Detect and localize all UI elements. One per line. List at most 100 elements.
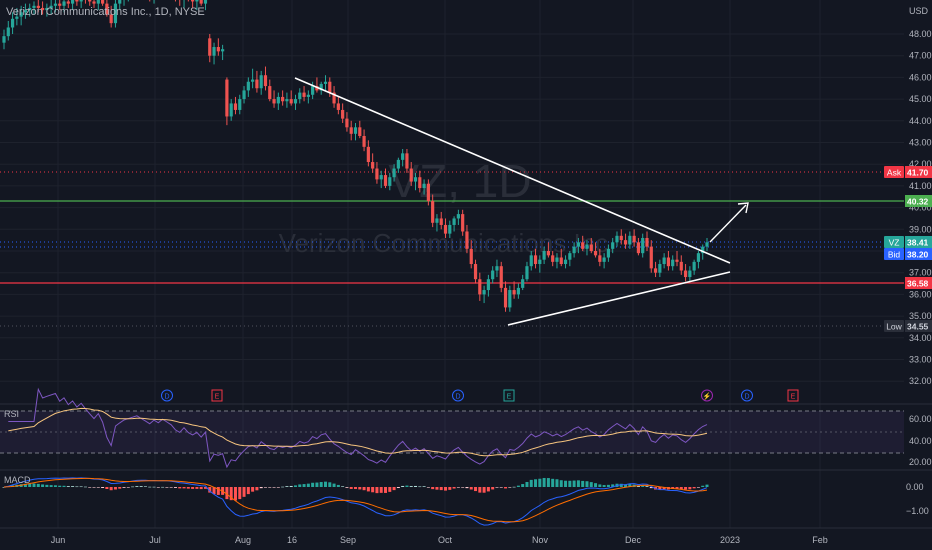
price-tag-value: 38.20 <box>907 250 929 260</box>
rsi-tick-label: 60.00 <box>909 414 932 424</box>
macd-histogram-bar <box>276 487 280 488</box>
macd-histogram-bar <box>58 485 62 487</box>
candle-body <box>392 168 396 178</box>
candle-body <box>255 79 259 89</box>
macd-histogram-bar <box>388 487 392 492</box>
candle-body <box>546 251 550 256</box>
macd-histogram-bar <box>512 486 516 488</box>
candle-body <box>602 257 606 262</box>
macd-histogram-bar <box>289 485 293 487</box>
candle-body <box>525 266 529 280</box>
candle-body <box>598 255 602 262</box>
macd-histogram-bar <box>375 487 379 494</box>
candle-body <box>96 0 100 4</box>
candle-body <box>371 162 375 169</box>
candle-body <box>585 244 589 249</box>
price-axis[interactable]: 48.00 47.00 46.00 45.00 44.00 43.00 42.00 41.00… <box>909 29 932 386</box>
time-axis[interactable]: Jun Jul Aug 16 Sep Oct Nov Dec 2023 Feb <box>51 535 828 545</box>
candle-body <box>491 270 495 280</box>
macd-histogram-bar <box>336 484 340 487</box>
price-tick-label: 39.00 <box>909 224 932 234</box>
projection-arrow[interactable] <box>709 204 747 243</box>
macd-histogram-bar <box>32 483 36 487</box>
candle-body <box>341 109 345 119</box>
candle-body <box>623 240 628 245</box>
currency-label: USD <box>909 6 929 16</box>
macd-histogram-bar <box>199 487 203 490</box>
candle-body <box>32 5 36 8</box>
macd-histogram-bar <box>688 487 692 490</box>
event-markers[interactable]: D E D E ⚡ D E <box>161 389 799 402</box>
candle-body <box>696 253 701 262</box>
candle-body <box>465 231 469 249</box>
candle-body <box>615 235 619 243</box>
macd-histogram-bar <box>298 484 302 487</box>
earnings-marker-icon[interactable] <box>211 389 223 402</box>
candle-body <box>191 0 195 2</box>
lower-trendline[interactable] <box>507 271 731 326</box>
candle-body <box>366 146 370 163</box>
price-tag-value: 38.41 <box>907 238 929 248</box>
macd-histogram-bar <box>366 487 370 492</box>
candle-body <box>431 201 435 223</box>
candle-body <box>482 290 486 295</box>
symbol-legend[interactable]: Verizon Communications Inc., 1D, NYSE <box>6 6 205 18</box>
earnings-marker-icon[interactable] <box>503 389 515 402</box>
candle-body <box>435 218 439 223</box>
candle-body <box>349 127 353 134</box>
time-tick-label: 16 <box>287 535 297 545</box>
candle-body <box>628 235 632 245</box>
dividend-marker-icon[interactable] <box>452 389 464 402</box>
macd-histogram-bar <box>323 481 327 487</box>
split-marker-icon[interactable] <box>701 389 713 402</box>
macd-histogram-bar <box>281 486 285 488</box>
candle-body <box>345 118 349 128</box>
candle-body <box>208 38 212 56</box>
macd-histogram-bar <box>701 485 705 487</box>
price-tag-value: 36.58 <box>907 279 929 289</box>
price-tick-label: 46.00 <box>909 72 932 82</box>
macd-histogram-bar <box>2 487 6 488</box>
upper-trendline[interactable] <box>294 77 731 264</box>
candle-body <box>542 251 546 260</box>
candle-body <box>568 253 572 260</box>
macd-histogram-bar <box>606 484 610 487</box>
macd-histogram-bar <box>384 487 388 493</box>
macd-histogram-bar <box>285 486 289 487</box>
macd-histogram-bar <box>636 485 640 487</box>
macd-histogram-bar <box>62 485 66 487</box>
price-tick-label: 37.00 <box>909 268 932 278</box>
macd-histogram-bar <box>379 487 383 493</box>
candle-body <box>53 3 58 6</box>
dividend-marker-icon[interactable] <box>161 389 173 402</box>
candle-body <box>28 7 32 11</box>
candle-body <box>302 92 306 97</box>
candle-body <box>15 16 19 19</box>
macd-histogram-bar <box>238 487 242 500</box>
macd-histogram-bar <box>409 486 413 487</box>
candle-body <box>606 248 611 258</box>
candle-body <box>666 257 671 267</box>
candle-body <box>379 175 383 180</box>
candle-body <box>276 96 280 104</box>
price-tag-bid <box>905 248 932 260</box>
macd-histogram-bar <box>564 480 568 487</box>
price-tick-label: 43.00 <box>909 138 932 148</box>
dividend-marker-icon[interactable] <box>741 389 753 402</box>
price-tick-label: 45.00 <box>909 94 932 104</box>
macd-histogram-bar <box>173 487 177 488</box>
candle-body <box>401 153 405 160</box>
macd-histogram-bar <box>675 487 679 489</box>
candle-body <box>229 103 233 117</box>
earnings-marker-icon[interactable] <box>787 389 799 402</box>
macd-histogram-bar <box>225 487 229 500</box>
candle-body <box>58 3 62 6</box>
candle-body <box>426 183 430 202</box>
candle-body <box>242 90 246 100</box>
price-tick-label: 48.00 <box>909 29 932 39</box>
candle-body <box>62 1 66 6</box>
macd-histogram-bar <box>315 482 319 487</box>
candle-body <box>203 0 208 4</box>
time-tick-label: Aug <box>235 535 251 545</box>
